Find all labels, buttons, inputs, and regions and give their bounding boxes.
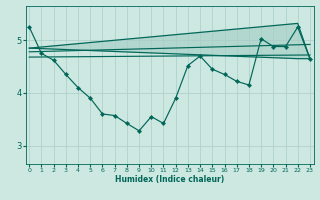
X-axis label: Humidex (Indice chaleur): Humidex (Indice chaleur) (115, 175, 224, 184)
Polygon shape (29, 23, 310, 59)
